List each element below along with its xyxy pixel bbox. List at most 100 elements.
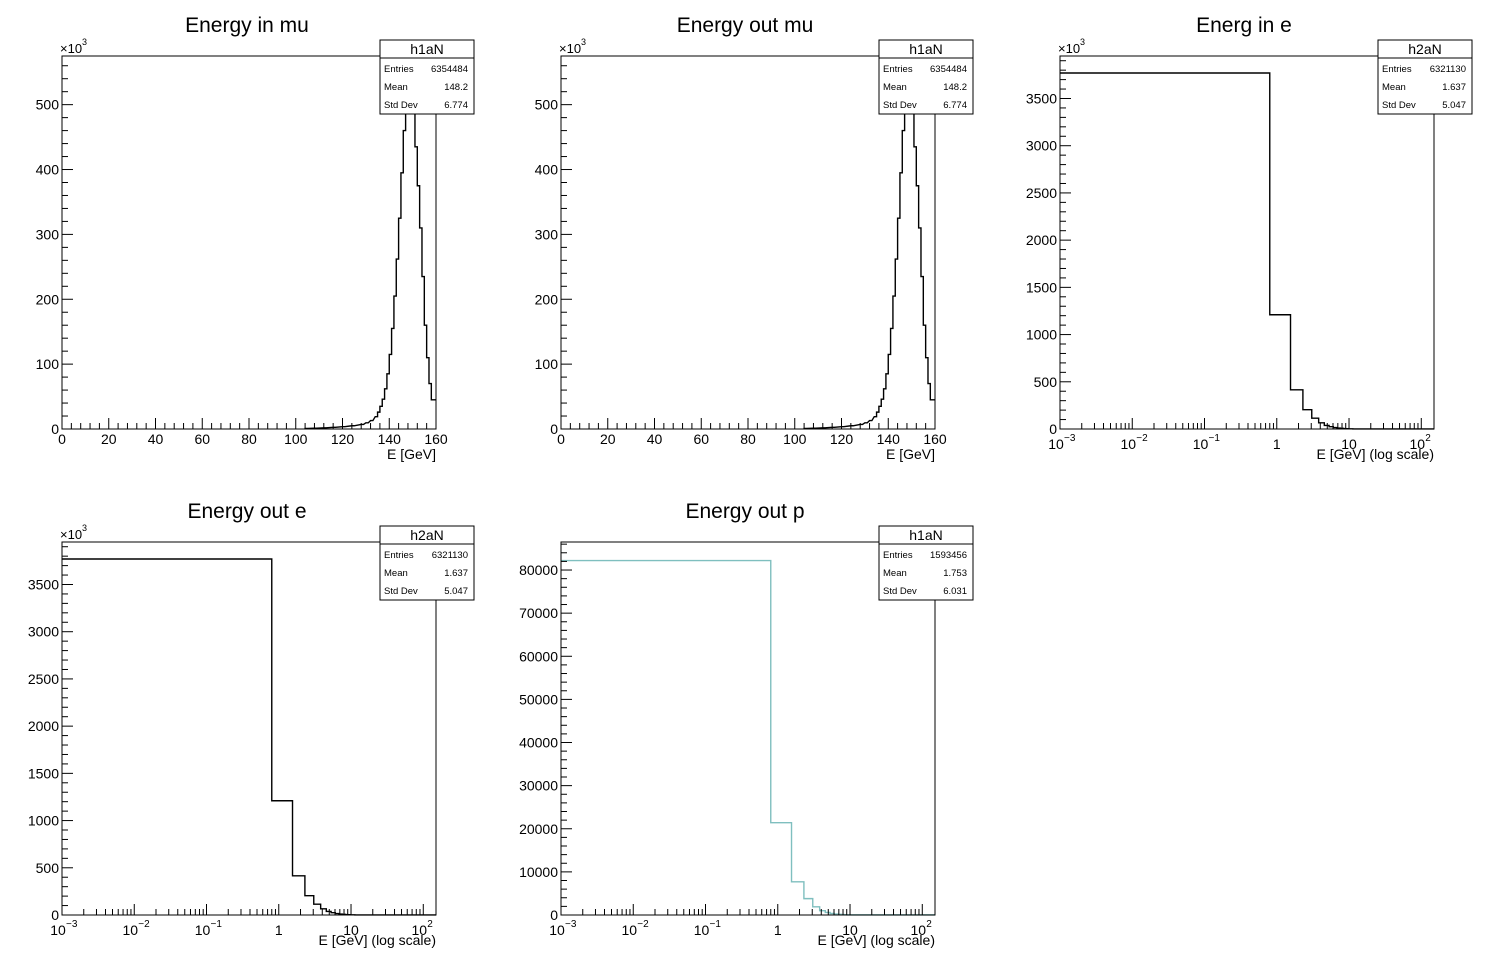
y-tick-label: 100 bbox=[36, 356, 60, 372]
y-tick-label: 0 bbox=[51, 421, 59, 437]
x-tick-label: 10 bbox=[1341, 436, 1357, 452]
stats-label: Entries bbox=[883, 550, 913, 561]
plot-frame bbox=[560, 541, 936, 916]
y-tick-label: 1500 bbox=[28, 765, 59, 781]
stats-label: Entries bbox=[1382, 64, 1412, 75]
y-tick-label: 200 bbox=[36, 291, 60, 307]
y-tick-label: 300 bbox=[36, 226, 60, 242]
y-multiplier-exponent: 3 bbox=[82, 37, 87, 47]
y-tick-label: 500 bbox=[535, 97, 559, 113]
y-tick-label: 500 bbox=[36, 97, 60, 113]
stats-label: Mean bbox=[883, 568, 907, 579]
x-tick-label: 140 bbox=[378, 431, 402, 447]
x-tick-exponent: −3 bbox=[66, 919, 78, 930]
histogram-pad-5: Energy out p 0 10000 20000 30000 40000 50000 60… bbox=[519, 500, 974, 948]
x-axis-title: E [GeV] bbox=[886, 446, 935, 462]
x-tick-label: 100 bbox=[783, 431, 807, 447]
stats-label: Mean bbox=[384, 82, 408, 93]
stats-value: 5.047 bbox=[444, 586, 468, 597]
y-tick-label: 1000 bbox=[28, 813, 59, 829]
histogram-line bbox=[304, 73, 436, 430]
stats-box-name: h2aN bbox=[1408, 41, 1441, 57]
stats-box-name: h1aN bbox=[909, 527, 942, 543]
x-tick-exponent: 2 bbox=[1425, 433, 1431, 444]
stats-label: Entries bbox=[883, 64, 913, 75]
stats-value: 148.2 bbox=[444, 82, 468, 93]
plot-frame bbox=[61, 541, 437, 916]
histogram-pad-1: Energy in mu 0 100 200 300 400 500 ×10 3 0 20 40 60 8… bbox=[36, 14, 475, 462]
chart-title: Energ in e bbox=[1196, 14, 1292, 37]
y-tick-label: 30000 bbox=[519, 778, 558, 794]
y-tick-label: 0 bbox=[51, 907, 59, 923]
stats-box-frame bbox=[878, 525, 974, 601]
y-tick-label: 1500 bbox=[1026, 279, 1057, 295]
y-tick-label: 500 bbox=[36, 860, 60, 876]
y-tick-label: 3000 bbox=[1026, 138, 1057, 154]
y-tick-label: 2000 bbox=[1026, 232, 1057, 248]
x-tick-label: 140 bbox=[877, 431, 901, 447]
plot-frame bbox=[1059, 55, 1435, 430]
stats-box-frame bbox=[878, 39, 974, 115]
x-tick-label: 60 bbox=[693, 431, 709, 447]
stats-box-name: h2aN bbox=[410, 527, 443, 543]
y-tick-label: 3000 bbox=[28, 624, 59, 640]
x-tick-label: 160 bbox=[424, 431, 448, 447]
x-tick-label: 10 bbox=[122, 922, 138, 938]
stats-value: 5.047 bbox=[1442, 100, 1466, 111]
x-tick-label: 160 bbox=[923, 431, 947, 447]
stats-value: 6.031 bbox=[943, 586, 967, 597]
y-tick-label: 200 bbox=[535, 291, 559, 307]
chart-title: Energy out e bbox=[187, 500, 306, 523]
stats-label: Entries bbox=[384, 550, 414, 561]
stats-label: Entries bbox=[384, 64, 414, 75]
stats-label: Std Dev bbox=[384, 586, 418, 597]
y-tick-label: 2500 bbox=[28, 671, 59, 687]
x-tick-label: 100 bbox=[284, 431, 308, 447]
stats-label: Mean bbox=[883, 82, 907, 93]
y-tick-label: 300 bbox=[535, 226, 559, 242]
stats-value: 1.637 bbox=[1442, 82, 1466, 93]
x-tick-label: 40 bbox=[148, 431, 164, 447]
y-multiplier-exponent: 3 bbox=[1080, 37, 1085, 47]
x-tick-label: 0 bbox=[557, 431, 565, 447]
x-axis-title: E [GeV] (log scale) bbox=[818, 932, 936, 948]
x-tick-label: 80 bbox=[740, 431, 756, 447]
x-tick-label: 10 bbox=[549, 922, 565, 938]
y-tick-label: 3500 bbox=[28, 576, 59, 592]
stats-box: h1aN Entries 6354484 Mean 148.2 Std Dev 6.774 bbox=[379, 39, 475, 115]
x-tick-label: 0 bbox=[58, 431, 66, 447]
y-tick-label: 100 bbox=[535, 356, 559, 372]
x-tick-label: 120 bbox=[830, 431, 854, 447]
y-tick-label: 10000 bbox=[519, 864, 558, 880]
x-tick-label: 120 bbox=[331, 431, 355, 447]
x-tick-exponent: −1 bbox=[710, 919, 722, 930]
y-tick-label: 80000 bbox=[519, 562, 558, 578]
stats-label: Std Dev bbox=[384, 100, 418, 111]
y-tick-label: 0 bbox=[550, 907, 558, 923]
stats-box: h2aN Entries 6321130 Mean 1.637 Std Dev 5.047 bbox=[1377, 39, 1473, 115]
x-tick-exponent: −2 bbox=[637, 919, 649, 930]
histogram-line bbox=[62, 558, 436, 916]
y-multiplier-label: ×10 bbox=[1058, 41, 1080, 56]
y-tick-label: 20000 bbox=[519, 821, 558, 837]
stats-value: 6.774 bbox=[444, 100, 468, 111]
y-multiplier-label: ×10 bbox=[60, 527, 82, 542]
stats-value: 6354484 bbox=[431, 64, 468, 75]
histogram-pad-4: Energy out e 0 500 1000 1500 2000 2500 3000 3500… bbox=[28, 500, 475, 948]
y-multiplier-label: ×10 bbox=[60, 41, 82, 56]
x-tick-exponent: −2 bbox=[138, 919, 150, 930]
stats-label: Mean bbox=[384, 568, 408, 579]
stats-box-frame bbox=[379, 525, 475, 601]
histogram-line bbox=[803, 73, 935, 430]
chart-title: Energy in mu bbox=[185, 14, 309, 37]
x-axis-title: E [GeV] (log scale) bbox=[319, 932, 437, 948]
x-tick-exponent: 2 bbox=[926, 919, 932, 930]
x-axis-title: E [GeV] (log scale) bbox=[1317, 446, 1435, 462]
x-tick-label: 10 bbox=[621, 922, 637, 938]
stats-label: Std Dev bbox=[883, 586, 917, 597]
y-multiplier-exponent: 3 bbox=[82, 523, 87, 533]
x-tick-label: 80 bbox=[241, 431, 257, 447]
x-tick-exponent: −3 bbox=[1064, 433, 1076, 444]
stats-value: 6321130 bbox=[1430, 64, 1466, 75]
